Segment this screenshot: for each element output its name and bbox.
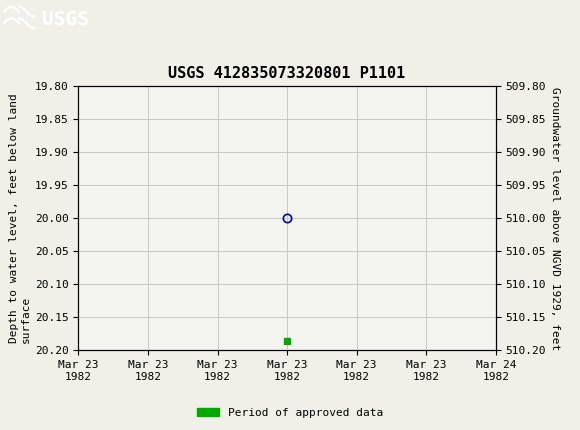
Legend: Period of approved data: Period of approved data <box>193 403 387 422</box>
Y-axis label: Groundwater level above NGVD 1929, feet: Groundwater level above NGVD 1929, feet <box>550 86 560 350</box>
Y-axis label: Depth to water level, feet below land
surface: Depth to water level, feet below land su… <box>9 93 31 343</box>
Title: USGS 412835073320801 P1101: USGS 412835073320801 P1101 <box>168 66 406 81</box>
Text: USGS: USGS <box>42 10 89 29</box>
